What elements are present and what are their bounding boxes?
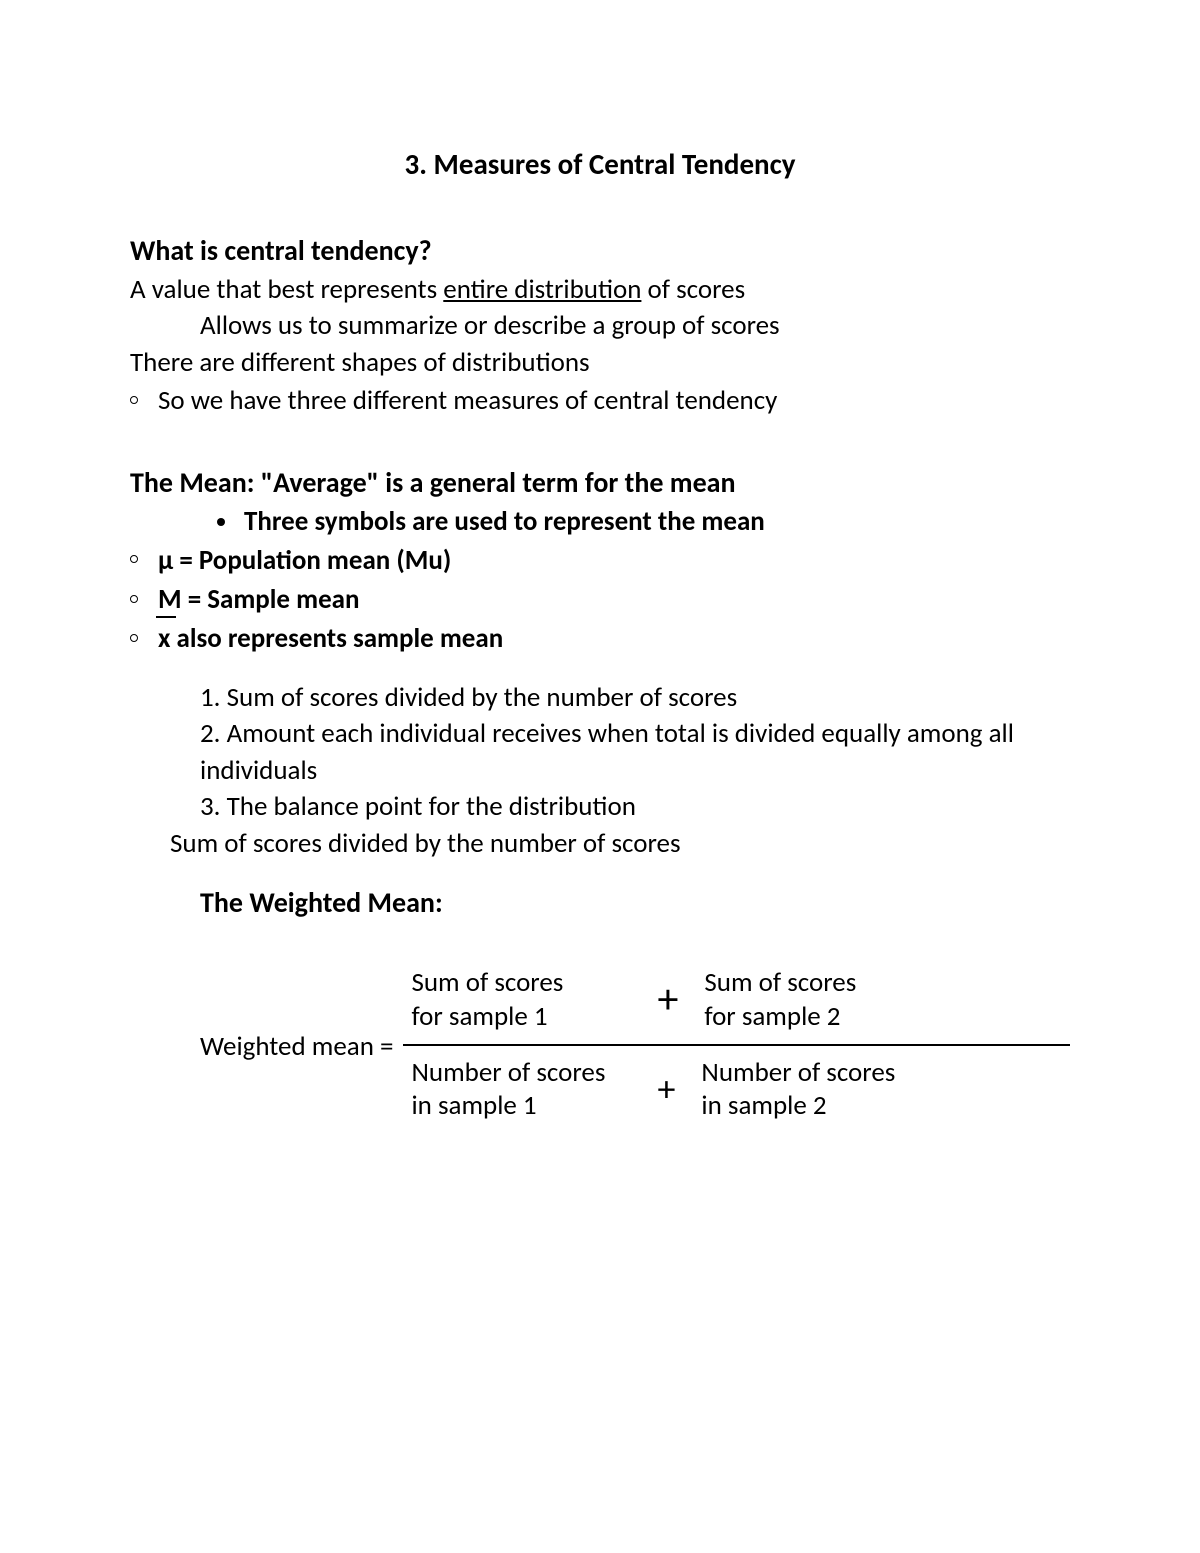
definition-line-1: A value that best represents entire dist… xyxy=(130,272,1070,308)
bullet-three-symbols: Three symbols are used to represent the … xyxy=(240,504,1070,540)
sublist-item: So we have three different measures of c… xyxy=(130,381,1070,420)
section-heading-weighted: The Weighted Mean: xyxy=(130,884,1070,922)
fraction-bar xyxy=(403,1044,1070,1046)
symbol-xbar: x also represents sample mean xyxy=(130,619,1070,658)
text: Sum of scores xyxy=(704,966,924,1000)
text-underlined: entire distribution xyxy=(443,273,641,306)
symbol-list: μ = Population mean (Mu) M = Sample mean… xyxy=(130,541,1070,658)
definition-line-3: There are different shapes of distributi… xyxy=(130,345,1070,381)
def-2: 2. Amount each individual receives when … xyxy=(200,716,1070,789)
denominator: Number of scores in sample 1 + Number of… xyxy=(403,1052,1070,1134)
xbar-glyph: x xyxy=(158,619,170,658)
def-3: 3. The balance point for the distributio… xyxy=(200,789,1070,825)
numerator: Sum of scores for sample 1 + Sum of scor… xyxy=(403,962,1070,1044)
denominator-term-2: Number of scores in sample 2 xyxy=(701,1056,921,1124)
numerator-term-1: Sum of scores for sample 1 xyxy=(411,966,631,1034)
document-page: 3. Measures of Central Tendency What is … xyxy=(0,0,1200,1553)
text: for sample 2 xyxy=(704,1000,924,1034)
mean-definitions: 1. Sum of scores divided by the number o… xyxy=(130,680,1070,826)
plus-icon: + xyxy=(649,979,686,1021)
symbol-m: M = Sample mean xyxy=(130,580,1070,619)
mean-summary: Sum of scores divided by the number of s… xyxy=(130,826,1070,862)
weighted-mean-formula: Weighted mean = Sum of scores for sample… xyxy=(130,962,1070,1133)
fraction: Sum of scores for sample 1 + Sum of scor… xyxy=(403,962,1070,1133)
text: for sample 1 xyxy=(411,1000,631,1034)
text: Number of scores xyxy=(411,1056,631,1090)
sublist-shapes: So we have three different measures of c… xyxy=(130,381,1070,420)
definition-line-2: Allows us to summarize or describe a gro… xyxy=(130,308,1070,344)
section-heading-what-is: What is central tendency? xyxy=(130,232,1070,270)
xbar-suffix: also represents sample mean xyxy=(170,622,503,655)
numerator-term-2: Sum of scores for sample 2 xyxy=(704,966,924,1034)
symbol-mu: μ = Population mean (Mu) xyxy=(130,541,1070,580)
def-1: 1. Sum of scores divided by the number o… xyxy=(200,680,1070,716)
text: in sample 2 xyxy=(701,1089,921,1123)
text-pre: A value that best represents xyxy=(130,273,443,306)
text: Sum of scores xyxy=(411,966,631,1000)
text-post: of scores xyxy=(641,273,745,306)
plus-icon: + xyxy=(649,1071,683,1107)
page-title: 3. Measures of Central Tendency xyxy=(130,145,1070,184)
denominator-term-1: Number of scores in sample 1 xyxy=(411,1056,631,1124)
text: Number of scores xyxy=(701,1056,921,1090)
bullet-list-mean: Three symbols are used to represent the … xyxy=(130,504,1070,540)
section-heading-mean: The Mean: "Average" is a general term fo… xyxy=(130,464,1070,502)
weighted-mean-label: Weighted mean = xyxy=(200,1029,403,1065)
text: in sample 1 xyxy=(411,1089,631,1123)
